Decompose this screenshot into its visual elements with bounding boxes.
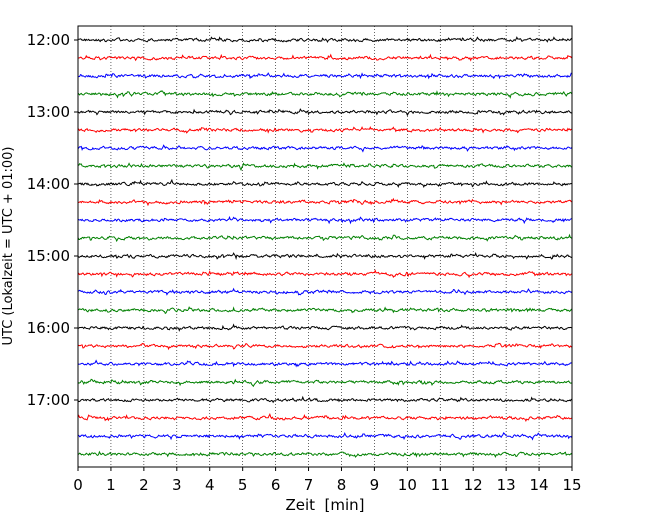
trace-line [77,450,573,459]
trace-line [77,342,573,351]
x-axis-ticks: 0 1 2 3 4 5 6 7 8 9 10 11 12 13 14 15 [73,467,582,494]
x-tick-label: 11 [431,476,450,494]
x-tick-label: 7 [304,476,314,494]
y-tick-label: 15:00 [27,247,70,265]
trace-line [77,90,573,99]
plot-background [78,26,572,467]
y-tick-label: 12:00 [27,31,70,49]
trace-line [77,178,573,189]
x-tick-label: 12 [464,476,483,494]
trace-line [77,215,573,225]
trace-line [77,323,573,332]
trace-line [77,53,573,62]
y-tick-label: 16:00 [27,319,70,337]
x-tick-label: 9 [370,476,380,494]
trace-line [77,269,573,279]
x-tick-label: 2 [139,476,149,494]
x-tick-label: 8 [337,476,347,494]
trace-line [77,144,573,153]
trace-line [77,359,573,368]
x-tick-label: 10 [398,476,417,494]
trace-line [77,108,573,117]
x-tick-label: 5 [238,476,248,494]
x-tick-label: 0 [73,476,83,494]
trace-line [77,252,573,261]
trace-line [77,287,573,296]
y-tick-label: 14:00 [27,175,70,193]
trace-line [77,413,573,422]
y-axis-ticks: 12:00 13:00 14:00 15:00 16:00 17:00 [27,31,78,409]
y-tick-label: 17:00 [27,391,70,409]
seismic-traces [77,36,573,459]
trace-line [77,36,573,44]
trace-line [77,72,573,80]
trace-line [77,197,573,207]
y-tick-label: 13:00 [27,103,70,121]
trace-line [77,126,573,134]
trace-line [77,306,573,315]
trace-line [77,233,573,243]
trace-line [77,162,573,172]
x-axis-label: Zeit [min] [285,496,364,514]
trace-line [77,378,573,388]
x-tick-label: 3 [172,476,182,494]
x-tick-label: 6 [271,476,281,494]
x-tick-label: 14 [530,476,549,494]
x-tick-label: 4 [205,476,215,494]
x-tick-label: 15 [562,476,581,494]
x-tick-label: 13 [497,476,516,494]
y-axis-label: UTC (Lokalzeit = UTC + 01:00) [1,147,16,346]
trace-line [77,395,573,404]
x-tick-label: 1 [106,476,116,494]
trace-line [77,431,573,441]
plot-frame [77,25,573,468]
